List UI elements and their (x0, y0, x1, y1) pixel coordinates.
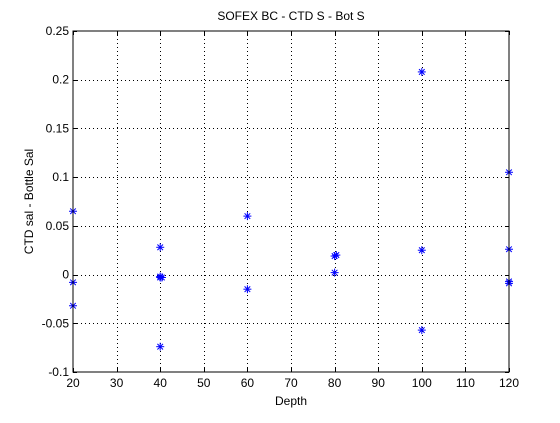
x-tick-label: 120 (499, 376, 519, 390)
data-point (330, 268, 339, 277)
x-tick-label: 30 (110, 376, 124, 390)
x-tick-label: 70 (284, 376, 298, 390)
y-tick-label: 0.15 (46, 121, 70, 135)
data-point (243, 212, 252, 221)
data-point (156, 342, 165, 351)
x-axis-label: Depth (275, 394, 307, 408)
plot-area (73, 31, 509, 372)
y-tick-label: -0.05 (42, 316, 70, 330)
x-tick-label: 100 (412, 376, 432, 390)
x-tick-label: 110 (456, 376, 475, 390)
data-point (417, 326, 426, 335)
chart-title: SOFEX BC - CTD S - Bot S (217, 9, 364, 23)
data-point (157, 273, 166, 282)
axis-ticks: 20 30 40 50 60 70 80 90 100 110 120 -0.1 -0.05 0 0.05 0… (42, 24, 520, 390)
data-point (156, 243, 165, 252)
x-tick-label: 60 (241, 376, 255, 390)
data-point (243, 285, 252, 294)
x-tick-label: 80 (328, 376, 342, 390)
data-point (417, 246, 426, 255)
y-tick-label: 0 (62, 268, 69, 282)
data-point (417, 67, 426, 76)
y-tick-label: 0.25 (46, 24, 70, 38)
x-tick-label: 20 (66, 376, 80, 390)
y-tick-label: 0.1 (52, 170, 69, 184)
y-axis-label: CTD sal - Bottle Sal (22, 149, 36, 254)
x-tick-label: 40 (154, 376, 168, 390)
x-tick-label: 90 (372, 376, 386, 390)
data-point (332, 251, 341, 260)
y-tick-label: 0.2 (52, 73, 69, 87)
y-tick-label: -0.1 (48, 365, 69, 379)
y-tick-label: 0.05 (46, 219, 70, 233)
grid (73, 31, 509, 372)
x-tick-label: 50 (197, 376, 211, 390)
plot-frame (72, 30, 510, 373)
